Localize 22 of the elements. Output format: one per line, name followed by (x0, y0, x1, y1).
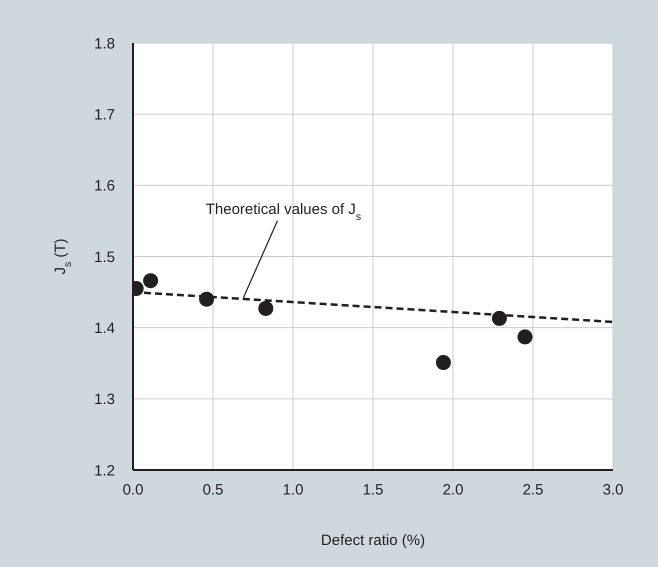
x-axis-title: Defect ratio (%) (320, 532, 426, 549)
y-tick-label: 1.8 (94, 35, 115, 52)
y-tick-label: 1.6 (94, 178, 115, 195)
point (436, 355, 451, 370)
x-tick-label: 3.0 (602, 482, 624, 499)
x-tick-label: 0.0 (122, 482, 144, 499)
annotation: Theoretical values of J$_{s}$ (206, 200, 362, 223)
point (199, 292, 214, 307)
y-tick-label: 1.7 (94, 106, 115, 124)
y-tick-label: 1.4 (94, 320, 115, 337)
x-tick-label: 1.5 (362, 482, 384, 499)
point (492, 310, 507, 326)
point (258, 300, 274, 316)
point (518, 329, 532, 344)
y-tick-label: 1.2 (94, 462, 115, 480)
x-tick-label: 2.0 (442, 482, 464, 499)
x-tick-label: 0.5 (202, 482, 224, 499)
point (143, 273, 158, 288)
x-tick-label: 2.5 (522, 482, 544, 499)
y-tick-label: 1.3 (94, 391, 115, 408)
y-tick-label: 1.5 (94, 248, 115, 266)
x-tick-label: 1.0 (282, 482, 304, 499)
